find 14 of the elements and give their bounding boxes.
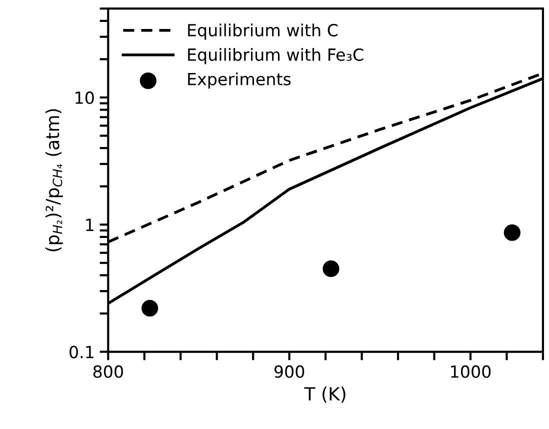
legend-label: Experiments bbox=[188, 72, 291, 89]
x-tick-label: 900 bbox=[274, 365, 304, 378]
point bbox=[504, 224, 520, 241]
legend-label: Equilibrium with Fe₃C bbox=[188, 48, 364, 64]
legend-label: Equilibrium with C bbox=[188, 24, 338, 40]
y-tick-label: 1 bbox=[86, 218, 94, 231]
x-axis-title: T (K) bbox=[304, 386, 346, 403]
x-tick-label: 1000 bbox=[451, 365, 491, 378]
x-tick-label: 800 bbox=[93, 365, 123, 378]
y-axis-title: (p$_{H₂}$)²/p$_{CH₄}$ (atm) bbox=[45, 109, 63, 252]
point bbox=[322, 260, 340, 278]
point bbox=[142, 300, 158, 317]
y-tick-label: 10 bbox=[76, 91, 94, 104]
y-tick-label: 0.1 bbox=[70, 346, 94, 358]
